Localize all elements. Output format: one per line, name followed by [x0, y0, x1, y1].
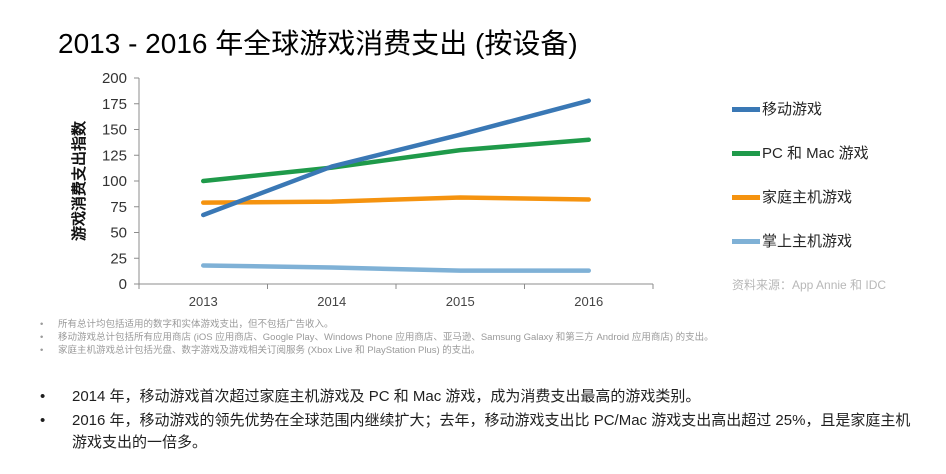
- legend-label-handheld: 掌上主机游戏: [762, 233, 853, 250]
- y-tick-label: 100: [102, 173, 127, 190]
- x-tick-label: 2015: [446, 294, 475, 309]
- footnote-bullet: •: [40, 319, 44, 330]
- x-tick-label: 2016: [574, 294, 603, 309]
- y-tick-label: 150: [102, 122, 127, 139]
- line-chart: 0 25 50 75 100 125 150 175 200 2013 2014 2015 2016 游戏…: [70, 70, 654, 309]
- footnote-text: 家庭主机游戏总计包括光盘、数字游戏及游戏相关订阅服务 (Xbox Live 和 …: [58, 345, 481, 356]
- footnote-text: 移动游戏总计包括所有应用商店 (iOS 应用商店、Google Play、Win…: [58, 332, 714, 343]
- legend-swatch-console: [732, 195, 760, 200]
- bullet-item: • 2014 年，移动游戏首次超过家庭主机游戏及 PC 和 Mac 游戏，成为消费…: [40, 386, 920, 408]
- footnote: • 所有总计均包括适用的数字和实体游戏支出，但不包括广告收入。: [40, 318, 714, 331]
- footnote-bullet: •: [40, 345, 44, 356]
- series-line-3: [201, 263, 591, 273]
- y-tick-label: 175: [102, 96, 127, 113]
- bullet-item: • 2016 年，移动游戏的领先优势在全球范围内继续扩大；去年，移动游戏支出比 P…: [40, 410, 920, 454]
- series-line-0: [201, 98, 591, 218]
- source-note: 资料来源：App Annie 和 IDC: [732, 278, 887, 292]
- legend-label-mobile: 移动游戏: [762, 101, 823, 118]
- y-tick-label: 125: [102, 147, 127, 164]
- legend-label-console: 家庭主机游戏: [762, 189, 853, 206]
- bullet-text: 2014 年，移动游戏首次超过家庭主机游戏及 PC 和 Mac 游戏，成为消费支…: [72, 388, 701, 405]
- bullet-marker: •: [40, 412, 46, 429]
- footnote: • 移动游戏总计包括所有应用商店 (iOS 应用商店、Google Play、Wi…: [40, 331, 714, 344]
- y-tick-label: 75: [110, 199, 127, 216]
- legend-label-pc-mac: PC 和 Mac 游戏: [762, 145, 869, 162]
- footnote-text: 所有总计均包括适用的数字和实体游戏支出，但不包括广告收入。: [58, 319, 334, 330]
- series-line-1: [201, 137, 591, 184]
- y-tick-label: 0: [119, 276, 127, 293]
- x-tick-label: 2014: [317, 294, 346, 309]
- key-takeaways: • 2014 年，移动游戏首次超过家庭主机游戏及 PC 和 Mac 游戏，成为消费…: [40, 386, 920, 456]
- footnotes: • 所有总计均包括适用的数字和实体游戏支出，但不包括广告收入。 • 移动游戏总计包括…: [40, 318, 714, 357]
- y-tick-label: 50: [110, 225, 127, 242]
- y-tick-label: 200: [102, 70, 127, 87]
- legend-swatch-handheld: [732, 239, 760, 244]
- y-tick-label: 25: [110, 250, 127, 267]
- footnote: • 家庭主机游戏总计包括光盘、数字游戏及游戏相关订阅服务 (Xbox Live 和…: [40, 344, 714, 357]
- y-axis-label: 游戏消费支出指数: [70, 120, 88, 241]
- chart-title: 2013 - 2016 年全球游戏消费支出 (按设备): [58, 28, 578, 59]
- bullet-marker: •: [40, 388, 46, 405]
- legend-swatch-mobile: [732, 107, 760, 112]
- footnote-bullet: •: [40, 332, 44, 343]
- legend-swatch-pc-mac: [732, 151, 760, 156]
- bullet-text: 2016 年，移动游戏的领先优势在全球范围内继续扩大；去年，移动游戏支出比 PC…: [72, 412, 911, 451]
- series-line-2: [201, 195, 591, 205]
- x-tick-label: 2013: [189, 294, 218, 309]
